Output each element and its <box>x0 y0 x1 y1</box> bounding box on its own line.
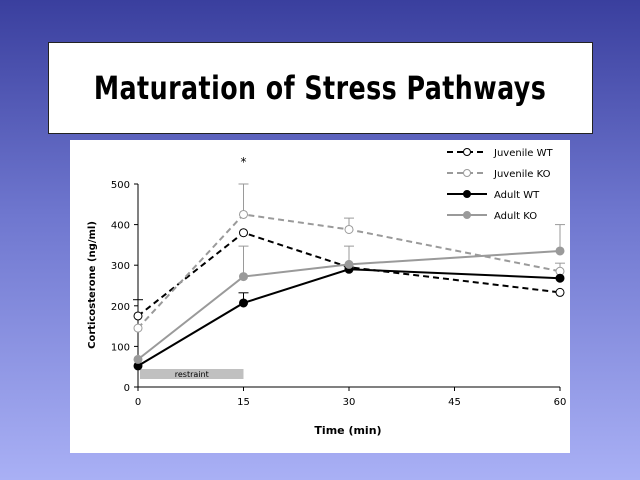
legend-label: Adult KO <box>494 211 537 222</box>
y-tick-label: 200 <box>111 302 130 313</box>
series-juvenile-wt <box>133 228 565 321</box>
restraint-bar <box>140 369 244 379</box>
legend-label: Juvenile KO <box>493 169 551 180</box>
legend-marker <box>463 190 471 198</box>
series-juvenile-ko <box>133 183 565 333</box>
legend-item: Adult KO <box>447 211 537 222</box>
data-point <box>344 259 354 269</box>
series-line <box>137 249 561 361</box>
y-tick-label: 100 <box>111 342 130 353</box>
restraint-label: restraint <box>175 370 209 379</box>
y-tick-label: 300 <box>111 261 130 272</box>
series-adult-ko <box>133 224 565 364</box>
data-point <box>239 209 248 219</box>
x-tick-label: 30 <box>343 397 356 408</box>
y-tick-label: 0 <box>124 383 130 394</box>
legend-marker <box>463 169 471 177</box>
series-line <box>137 231 561 317</box>
legend-marker <box>463 148 471 156</box>
legend-label: Juvenile WT <box>493 148 553 159</box>
slide-title: Maturation of Stress Pathways <box>94 69 547 107</box>
legend-item: Juvenile KO <box>447 169 551 180</box>
data-point <box>133 311 143 321</box>
line-chart: 0 100 200 300 400 500 0 15 30 45 60 * restraint Juv… <box>87 148 566 437</box>
title-box: Maturation of Stress Pathways <box>48 42 593 134</box>
data-point <box>133 354 143 364</box>
chart-panel: 0 100 200 300 400 500 0 15 30 45 60 * restraint Juv… <box>70 140 570 453</box>
chart-series <box>133 183 565 371</box>
data-point <box>239 228 248 238</box>
data-point <box>344 224 354 234</box>
significance-asterisk: * <box>241 155 247 169</box>
y-tick-label: 400 <box>111 221 130 232</box>
series-line <box>137 268 561 367</box>
y-tick-label: 500 <box>111 180 130 191</box>
data-point <box>239 272 248 282</box>
legend-item: Juvenile WT <box>447 148 553 159</box>
data-point <box>239 298 248 308</box>
data-point <box>555 287 565 297</box>
x-tick-label: 15 <box>237 397 250 408</box>
chart-axes: 0 100 200 300 400 500 0 15 30 45 60 <box>111 180 566 408</box>
data-point <box>555 273 565 283</box>
restraint-bar-group: * restraint <box>140 155 247 379</box>
chart-legend: Juvenile WT Juvenile KO Adult WT Adult KO <box>447 148 553 222</box>
x-tick-label: 45 <box>448 397 461 408</box>
x-tick-label: 0 <box>135 397 141 408</box>
legend-item: Adult WT <box>447 190 540 201</box>
x-axis-label: Time (min) <box>314 424 381 437</box>
data-point <box>133 323 143 333</box>
x-tick-label: 60 <box>554 397 567 408</box>
series-adult-wt <box>133 264 565 371</box>
legend-marker <box>463 211 471 219</box>
y-axis-label: Corticosterone (ng/ml) <box>87 221 98 349</box>
legend-label: Adult WT <box>494 190 540 201</box>
data-point <box>555 246 565 256</box>
